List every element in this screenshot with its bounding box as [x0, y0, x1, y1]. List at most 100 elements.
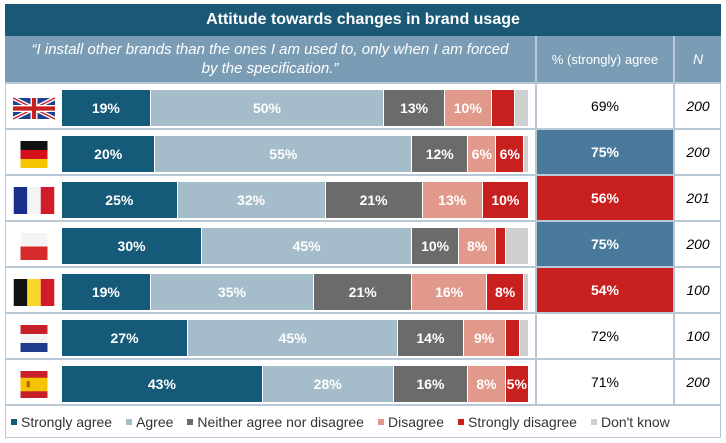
bar-segment-disagree: 9%: [463, 320, 506, 356]
bar-segment-strongly-disagree: 5%: [505, 366, 529, 402]
bar-segment-agree: 45%: [188, 320, 399, 356]
bar-segment-dont-know: [514, 90, 529, 126]
table-row: 19% 35% 21% 16% 8% 54% 100: [5, 266, 721, 312]
data-label: 21%: [348, 284, 377, 300]
data-label: 19%: [91, 284, 120, 300]
bar-segment-strongly-disagree: 10%: [482, 182, 529, 218]
legend-item: Agree: [126, 414, 173, 430]
bar-segment-strongly-agree: 20%: [62, 136, 156, 172]
stacked-bar: 20% 55% 12% 6% 6%: [62, 136, 529, 172]
agree-total-cell: 54%: [535, 268, 673, 312]
data-label: 8%: [495, 284, 516, 300]
legend-label: Strongly disagree: [468, 414, 577, 430]
bar-segment-agree: 35%: [150, 274, 315, 310]
bar-segment-dont-know: [505, 228, 529, 264]
stacked-bar: 30% 45% 10% 8%: [62, 228, 529, 264]
legend-label: Don't know: [600, 414, 670, 430]
agree-total-cell: 75%: [535, 222, 673, 266]
bar-segment-neither: 21%: [314, 274, 413, 310]
data-label: 8%: [466, 238, 488, 254]
bar-segment-strongly-agree: 25%: [62, 182, 178, 218]
data-label: 32%: [237, 192, 266, 208]
bar-segment-agree: 55%: [155, 136, 413, 172]
data-label: 19%: [91, 100, 120, 116]
stacked-bar: 43% 28% 16% 8% 5%: [62, 366, 529, 402]
legend-item: Disagree: [377, 414, 444, 430]
bar-segment-strongly-disagree: [496, 228, 506, 264]
agree-total-cell: 69%: [535, 84, 673, 128]
table-row: 19% 50% 13% 10% 69% 200: [5, 82, 721, 128]
bar-segment-agree: 32%: [177, 182, 326, 218]
bar-segment-neither: 13%: [384, 90, 445, 126]
data-label: 10%: [421, 238, 450, 254]
agree-column-header: % (strongly) agree: [535, 36, 673, 82]
n-column-header: N: [673, 36, 721, 82]
data-label: 14%: [416, 330, 445, 346]
data-label: 45%: [292, 238, 321, 254]
bar-segment-neither: 12%: [412, 136, 469, 172]
data-label: 16%: [416, 376, 445, 392]
bar-segment-agree: 28%: [262, 366, 394, 402]
legend-swatch-icon: [377, 419, 384, 425]
chart-title: Attitude towards changes in brand usage: [5, 4, 721, 36]
sample-size-cell: 201: [673, 176, 721, 220]
data-label: 20%: [94, 146, 123, 162]
germany-flag-icon: [13, 141, 55, 168]
table-row: 20% 55% 12% 6% 6% 75% 200: [5, 128, 721, 174]
sample-size-cell: 100: [673, 268, 721, 312]
legend-swatch-icon: [590, 419, 597, 425]
legend-label: Agree: [136, 414, 174, 430]
table-row: 25% 32% 21% 13% 10% 56% 201: [5, 174, 721, 220]
data-label: 8%: [476, 376, 497, 392]
bar-segment-strongly-agree: 27%: [62, 320, 189, 356]
data-label: 16%: [435, 284, 464, 300]
table-row: 43% 28% 16% 8% 5% 71% 200: [5, 358, 721, 404]
bar-segment-strongly-agree: 43%: [62, 366, 263, 402]
sample-size-cell: 200: [673, 130, 721, 174]
bar-segment-strongly-disagree: 8%: [486, 274, 525, 310]
bar-segment-neither: 16%: [393, 366, 469, 402]
bar-segment-dont-know: [524, 274, 529, 310]
data-label: 6%: [499, 146, 520, 162]
bar-segment-disagree: 16%: [412, 274, 487, 310]
legend-label: Disagree: [387, 414, 444, 430]
bar-segment-dont-know: [524, 136, 529, 172]
data-label: 55%: [269, 146, 298, 162]
poland-flag-icon: [13, 233, 55, 260]
bar-segment-strongly-agree: 19%: [62, 274, 151, 310]
agree-total-cell: 72%: [535, 314, 673, 358]
bar-segment-strongly-disagree: [505, 320, 520, 356]
bar-segment-disagree: 8%: [468, 366, 506, 402]
sample-size-cell: 200: [673, 84, 721, 128]
legend-swatch-icon: [458, 419, 464, 425]
data-label: 12%: [425, 146, 454, 162]
data-label: 30%: [117, 238, 146, 254]
data-label: 21%: [359, 192, 388, 208]
data-label: 43%: [147, 376, 176, 392]
bar-segment-agree: 50%: [150, 90, 385, 126]
stacked-bar: 25% 32% 21% 13% 10%: [62, 182, 529, 218]
table-row: 30% 45% 10% 8% 75% 200: [5, 220, 721, 266]
data-label: 9%: [473, 330, 495, 346]
table-row: 27% 45% 14% 9% 72% 100: [5, 312, 721, 358]
netherlands-flag-icon: [13, 325, 55, 352]
bar-segment-disagree: 10%: [444, 90, 492, 126]
bar-segment-dont-know: [519, 320, 529, 356]
agree-total-cell: 75%: [535, 130, 673, 174]
bar-segment-neither: 14%: [398, 320, 464, 356]
data-label: 10%: [491, 192, 520, 208]
legend-item: Neither agree nor disagree: [187, 414, 364, 430]
data-label: 35%: [217, 284, 246, 300]
header-row: “I install other brands than the ones I …: [5, 36, 721, 82]
agree-total-cell: 71%: [535, 360, 673, 404]
legend-label: Strongly agree: [21, 414, 113, 430]
legend-swatch-icon: [11, 419, 17, 425]
sample-size-cell: 200: [673, 222, 721, 266]
bar-segment-disagree: 8%: [458, 228, 497, 264]
data-label: 25%: [105, 192, 134, 208]
bar-segment-disagree: 6%: [468, 136, 497, 172]
agree-total-cell: 56%: [535, 176, 673, 220]
data-label: 27%: [110, 330, 139, 346]
data-label: 10%: [453, 100, 482, 116]
france-flag-icon: [13, 187, 55, 214]
